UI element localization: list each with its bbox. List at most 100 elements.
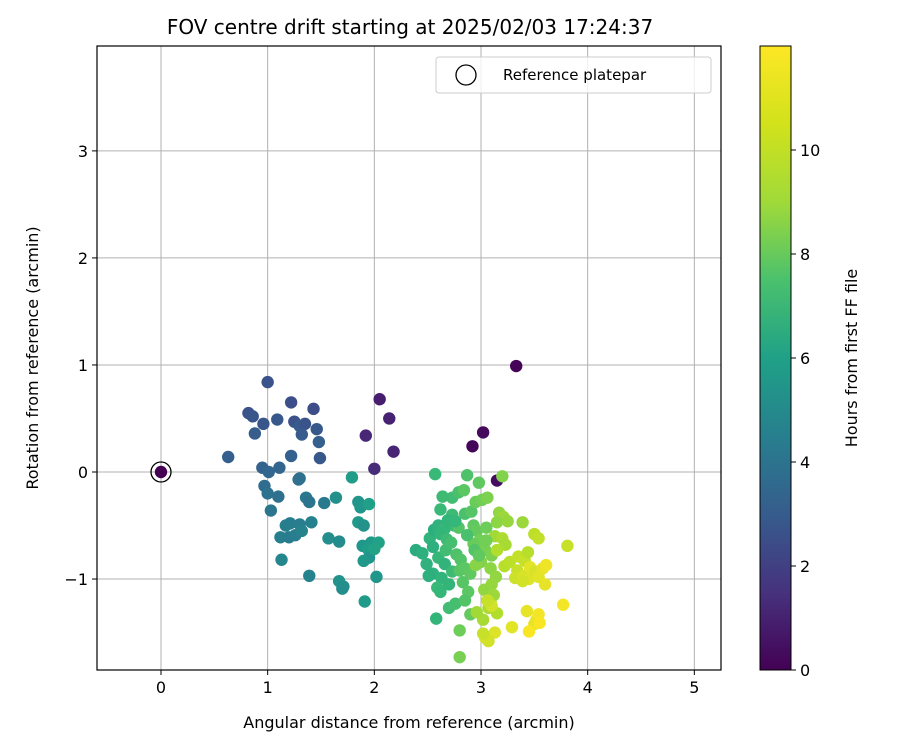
data-point bbox=[273, 461, 286, 474]
data-point bbox=[472, 549, 486, 562]
data-point bbox=[532, 532, 545, 545]
data-point bbox=[539, 558, 553, 572]
legend-entry-label: Reference platepar bbox=[503, 66, 647, 84]
data-point bbox=[476, 627, 490, 640]
data-point bbox=[449, 597, 462, 610]
data-point bbox=[436, 490, 449, 503]
data-point bbox=[426, 540, 440, 554]
data-point bbox=[470, 524, 483, 538]
data-point bbox=[329, 491, 343, 504]
data-point bbox=[313, 451, 327, 465]
y-axis-label: Rotation from reference (arcmin) bbox=[23, 226, 42, 489]
data-point bbox=[383, 412, 396, 425]
data-point bbox=[490, 516, 504, 529]
data-point bbox=[246, 410, 259, 423]
data-point bbox=[222, 450, 235, 464]
colorbar-tick-label: 10 bbox=[800, 141, 820, 160]
x-tick-label: 1 bbox=[263, 678, 273, 697]
data-point bbox=[453, 650, 466, 664]
data-point bbox=[248, 427, 262, 440]
data-point bbox=[357, 554, 370, 568]
data-point bbox=[453, 624, 466, 637]
data-point bbox=[345, 471, 359, 484]
data-point bbox=[434, 503, 447, 516]
data-point bbox=[420, 557, 433, 571]
colorbar-tick-label: 6 bbox=[800, 349, 810, 368]
data-point bbox=[284, 396, 298, 409]
data-point bbox=[510, 359, 523, 373]
data-point bbox=[449, 515, 462, 528]
data-point bbox=[457, 483, 471, 497]
data-point bbox=[305, 516, 318, 529]
y-tick-label: 3 bbox=[78, 142, 88, 161]
data-point bbox=[358, 595, 371, 608]
data-point bbox=[476, 426, 490, 439]
data-point bbox=[295, 428, 308, 441]
data-point bbox=[490, 543, 504, 557]
data-point bbox=[262, 465, 275, 479]
data-point bbox=[481, 594, 494, 607]
data-point bbox=[460, 528, 474, 542]
colorbar-tick-label: 0 bbox=[800, 661, 810, 680]
chart-title: FOV centre drift starting at 2025/02/03 … bbox=[167, 15, 653, 39]
data-point bbox=[303, 569, 316, 583]
data-point bbox=[303, 495, 316, 509]
data-point bbox=[478, 583, 491, 596]
colorbar: 0 2 4 6 8 10 Hours from first FF file bbox=[759, 45, 861, 680]
colorbar-tick-label: 2 bbox=[800, 557, 810, 576]
data-point bbox=[470, 606, 483, 619]
data-point bbox=[362, 497, 376, 511]
data-point bbox=[481, 491, 494, 504]
colorbar-tick-label: 4 bbox=[800, 453, 810, 472]
data-point bbox=[458, 594, 472, 607]
data-point bbox=[521, 546, 535, 559]
data-point bbox=[387, 445, 400, 458]
data-point bbox=[279, 519, 292, 532]
data-point bbox=[469, 558, 482, 572]
data-points bbox=[150, 359, 574, 664]
plot-frame bbox=[96, 45, 722, 671]
data-point bbox=[430, 612, 443, 625]
data-point bbox=[501, 515, 514, 528]
colorbar-ticks: 0 2 4 6 8 10 bbox=[791, 141, 820, 680]
data-point bbox=[561, 539, 574, 553]
data-point bbox=[460, 469, 474, 482]
data-point bbox=[271, 413, 284, 426]
data-point bbox=[520, 604, 534, 618]
x-tick-label: 0 bbox=[156, 678, 166, 697]
x-tick-label: 4 bbox=[583, 678, 593, 697]
data-point bbox=[261, 487, 274, 500]
data-point bbox=[284, 449, 298, 463]
data-point bbox=[293, 472, 306, 485]
data-point bbox=[556, 598, 570, 611]
x-axis-ticks: 0 1 2 3 4 5 bbox=[156, 670, 699, 697]
y-tick-label: 2 bbox=[78, 249, 88, 268]
data-point bbox=[533, 616, 546, 630]
colorbar-gradient bbox=[759, 45, 792, 671]
data-point bbox=[368, 542, 381, 556]
data-point bbox=[505, 620, 519, 634]
y-tick-label: −1 bbox=[64, 570, 88, 589]
data-point bbox=[275, 553, 288, 566]
data-point bbox=[261, 375, 274, 389]
data-point bbox=[368, 462, 381, 475]
data-point bbox=[538, 578, 552, 591]
data-point bbox=[332, 535, 346, 548]
data-point bbox=[488, 626, 502, 639]
data-point bbox=[298, 417, 312, 431]
data-point bbox=[472, 476, 486, 489]
data-point bbox=[336, 582, 349, 595]
colorbar-tick-label: 8 bbox=[800, 245, 810, 264]
data-point bbox=[318, 496, 331, 510]
data-point bbox=[428, 467, 442, 481]
x-tick-label: 3 bbox=[476, 678, 486, 697]
y-tick-label: 0 bbox=[78, 463, 88, 482]
data-point bbox=[272, 490, 285, 503]
data-point bbox=[322, 532, 335, 545]
data-point bbox=[444, 536, 458, 549]
data-point bbox=[310, 422, 323, 436]
data-point bbox=[359, 429, 372, 442]
colorbar-label: Hours from first FF file bbox=[842, 269, 861, 448]
data-point bbox=[516, 574, 529, 588]
